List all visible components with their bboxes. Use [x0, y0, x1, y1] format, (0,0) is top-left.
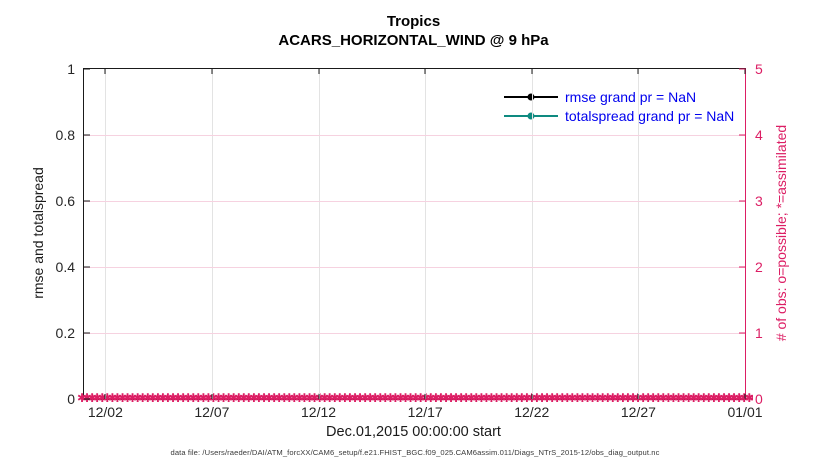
x-tick-mark-bottom — [744, 394, 746, 399]
x-tick-mark-bottom — [104, 394, 106, 399]
legend: rmse grand pr = NaN totalspread grand pr … — [504, 87, 734, 125]
data-file-path: data file: /Users/raeder/DAI/ATM_forcXX/… — [170, 448, 660, 457]
y-tick-label-right: 5 — [755, 61, 763, 77]
x-gridline — [318, 69, 320, 399]
x-tick-label: 01/01 — [727, 404, 763, 420]
x-tick-mark-bottom — [211, 394, 213, 399]
x-tick-mark-top — [104, 69, 106, 74]
legend-entry-label: totalspread grand pr = NaN — [565, 107, 735, 124]
legend-entry: totalspread grand pr = NaN — [504, 106, 734, 125]
y-tick-label-left: 0.6 — [55, 193, 75, 209]
x-tick-mark-top — [637, 69, 639, 74]
legend-entry: rmse grand pr = NaN — [504, 87, 734, 106]
x-tick-mark-top — [744, 69, 746, 74]
y-tick-mark-left — [84, 68, 90, 70]
y-gridline — [84, 201, 745, 202]
title-block: Tropics ACARS_HORIZONTAL_WIND @ 9 hPa — [83, 12, 744, 50]
x-gridline — [638, 69, 640, 399]
y-gridline — [84, 267, 745, 268]
x-tick-mark-bottom — [424, 394, 426, 399]
obs-count-marker-band: ✱✱✱✱✱✱✱✱✱✱✱✱✱✱✱✱✱✱✱✱✱✱✱✱✱✱✱✱✱✱✱✱✱✱✱✱✱✱✱✱… — [77, 393, 753, 405]
y-gridline — [84, 135, 745, 136]
legend-entry-label: rmse grand pr = NaN — [565, 88, 697, 105]
x-tick-label: 12/12 — [300, 404, 337, 420]
y-tick-mark-left — [84, 266, 90, 268]
x-axis-label: Dec.01,2015 00:00:00 start — [326, 424, 501, 440]
left-y-axis-label: rmse and totalspread — [30, 167, 46, 299]
right-y-axis-label: # of obs: o=possible; *=assimilated — [773, 124, 789, 342]
y-tick-mark-left — [84, 200, 90, 202]
y-tick-label-left: 1 — [67, 61, 75, 77]
x-tick-mark-bottom — [637, 394, 639, 399]
x-tick-mark-top — [424, 69, 426, 74]
x-tick-label: 12/27 — [620, 404, 656, 420]
y-tick-mark-right — [739, 266, 745, 268]
legend-line-sample — [504, 112, 558, 119]
y-tick-label-right: 4 — [755, 127, 763, 143]
y-gridline — [84, 333, 745, 334]
x-tick-label: 12/17 — [407, 404, 443, 420]
x-tick-mark-top — [531, 69, 533, 74]
x-gridline — [211, 69, 213, 399]
x-gridline — [531, 69, 533, 399]
y-tick-mark-right — [739, 134, 745, 136]
y-tick-mark-left — [84, 398, 90, 400]
y-tick-label-right: 3 — [755, 193, 763, 209]
y-tick-mark-right — [739, 332, 745, 334]
y-tick-label-right: 2 — [755, 259, 763, 275]
y-tick-label-left: 0.8 — [55, 127, 75, 143]
legend-marker-icon — [527, 93, 535, 100]
y-tick-mark-right — [739, 398, 745, 400]
x-tick-mark-top — [211, 69, 213, 74]
x-tick-label: 12/07 — [194, 404, 230, 420]
y-tick-label-right: 1 — [755, 325, 763, 341]
legend-line-sample — [504, 93, 558, 100]
chart-title: Tropics — [386, 13, 441, 30]
legend-marker-icon — [527, 112, 535, 119]
x-tick-label: 12/02 — [87, 404, 123, 420]
x-gridline — [425, 69, 427, 399]
x-tick-mark-top — [318, 69, 320, 74]
y-tick-mark-left — [84, 332, 90, 334]
y-tick-mark-left — [84, 134, 90, 136]
chart-subtitle: ACARS_HORIZONTAL_WIND @ 9 hPa — [278, 32, 549, 49]
x-gridline — [105, 69, 107, 399]
x-tick-mark-bottom — [318, 394, 320, 399]
plot-area: rmse grand pr = NaN totalspread grand pr … — [56, 61, 763, 420]
y-tick-mark-right — [739, 68, 745, 70]
x-tick-mark-bottom — [531, 394, 533, 399]
y-tick-mark-right — [739, 200, 745, 202]
y-tick-label-right: 0 — [755, 391, 763, 407]
y-tick-label-left: 0.4 — [55, 259, 75, 275]
y-tick-label-left: 0.2 — [55, 325, 75, 341]
y-tick-label-left: 0 — [67, 391, 75, 407]
x-tick-label: 12/22 — [514, 404, 550, 420]
